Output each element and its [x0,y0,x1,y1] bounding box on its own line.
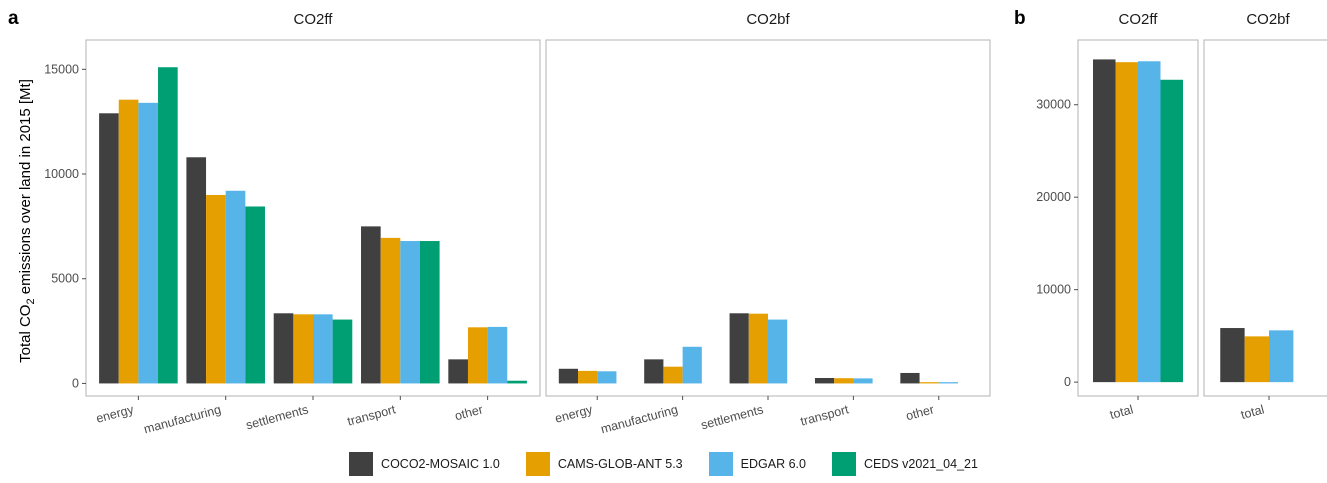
bar [186,157,207,384]
legend-item: COCO2-MOSAIC 1.0 [349,452,500,476]
bar [900,372,920,384]
facet-title-b-co2bf: CO2bf [1246,11,1290,28]
x-tick-label: total [1108,402,1134,422]
legend: COCO2-MOSAIC 1.0 CAMS-GLOB-ANT 5.3 EDGAR… [0,452,1327,476]
bar [206,194,226,384]
y-tick-label: 20000 [1036,190,1071,204]
bar [1269,330,1294,383]
legend-label-coco2: COCO2-MOSAIC 1.0 [381,457,500,471]
bar [158,67,178,384]
bar [748,313,768,384]
legend-key-ceds [831,452,856,476]
bar [1160,79,1183,383]
x-tick-label: total [1239,402,1265,422]
bar [448,359,468,384]
y-tick-label: 30000 [1036,98,1071,112]
y-tick-label: 10000 [1036,283,1071,297]
bar [558,368,579,384]
y-tick-label: 0 [1064,375,1071,389]
bar [814,377,835,384]
legend-item: EDGAR 6.0 [708,452,806,476]
bar [99,113,119,384]
bar [507,380,527,384]
bar [332,319,353,384]
y-tick-label: 15000 [44,62,79,76]
facet-title-a-co2bf: CO2bf [746,11,790,28]
legend-label-cams: CAMS-GLOB-ANT 5.3 [557,457,683,471]
facet-title-a-co2ff: CO2ff [294,11,334,28]
x-tick-label: energy [95,402,136,426]
x-tick-label: manufacturing [142,402,222,436]
bar [663,366,683,384]
legend-key-coco2 [349,452,374,476]
x-tick-label: settlements [244,402,309,432]
bar [1093,59,1116,383]
legend-item: CAMS-GLOB-ANT 5.3 [525,452,683,476]
bar [919,382,939,384]
bar [729,313,749,384]
x-tick-label: energy [553,402,594,426]
bar [361,226,381,384]
bar [487,326,508,384]
panel-tag-b: b [1014,8,1026,29]
x-tick-label: settlements [699,402,764,432]
bar [419,241,440,384]
y-axis-title: Total CO2 emissions over land in 2015 [M… [17,79,37,363]
legend-label-ceds: CEDS v2021_04_21 [863,457,978,471]
bar [1220,328,1245,383]
legend-label-edgar: EDGAR 6.0 [740,457,806,471]
y-tick-label: 10000 [44,167,79,181]
legend-item: CEDS v2021_04_21 [831,452,978,476]
bar [597,371,617,384]
bar [578,370,598,384]
bar [853,378,873,384]
bar [293,314,313,384]
bar [313,314,333,384]
bar [380,237,401,384]
legend-key-cams [525,452,550,476]
bar [118,99,139,384]
y-tick-label: 5000 [51,272,79,286]
bar [644,359,664,384]
x-tick-label: other [904,402,935,423]
legend-key-edgar [708,452,733,476]
bar [938,382,958,384]
bar [768,319,788,384]
facet-title-b-co2ff: CO2ff [1119,11,1159,28]
bar [273,313,294,384]
bar [245,206,265,384]
bar [834,378,854,384]
panel-tag-a: a [8,8,19,29]
bar [225,190,246,384]
bar [1244,336,1269,383]
bar [1115,62,1138,383]
y-tick-label: 0 [72,376,79,390]
bar [467,327,488,384]
bar [682,346,702,384]
x-tick-label: other [453,402,484,423]
bar [1138,61,1161,383]
x-tick-label: manufacturing [599,402,679,436]
bar [400,241,420,384]
x-tick-label: transport [346,402,398,428]
bar [138,102,159,384]
x-tick-label: transport [799,402,851,428]
